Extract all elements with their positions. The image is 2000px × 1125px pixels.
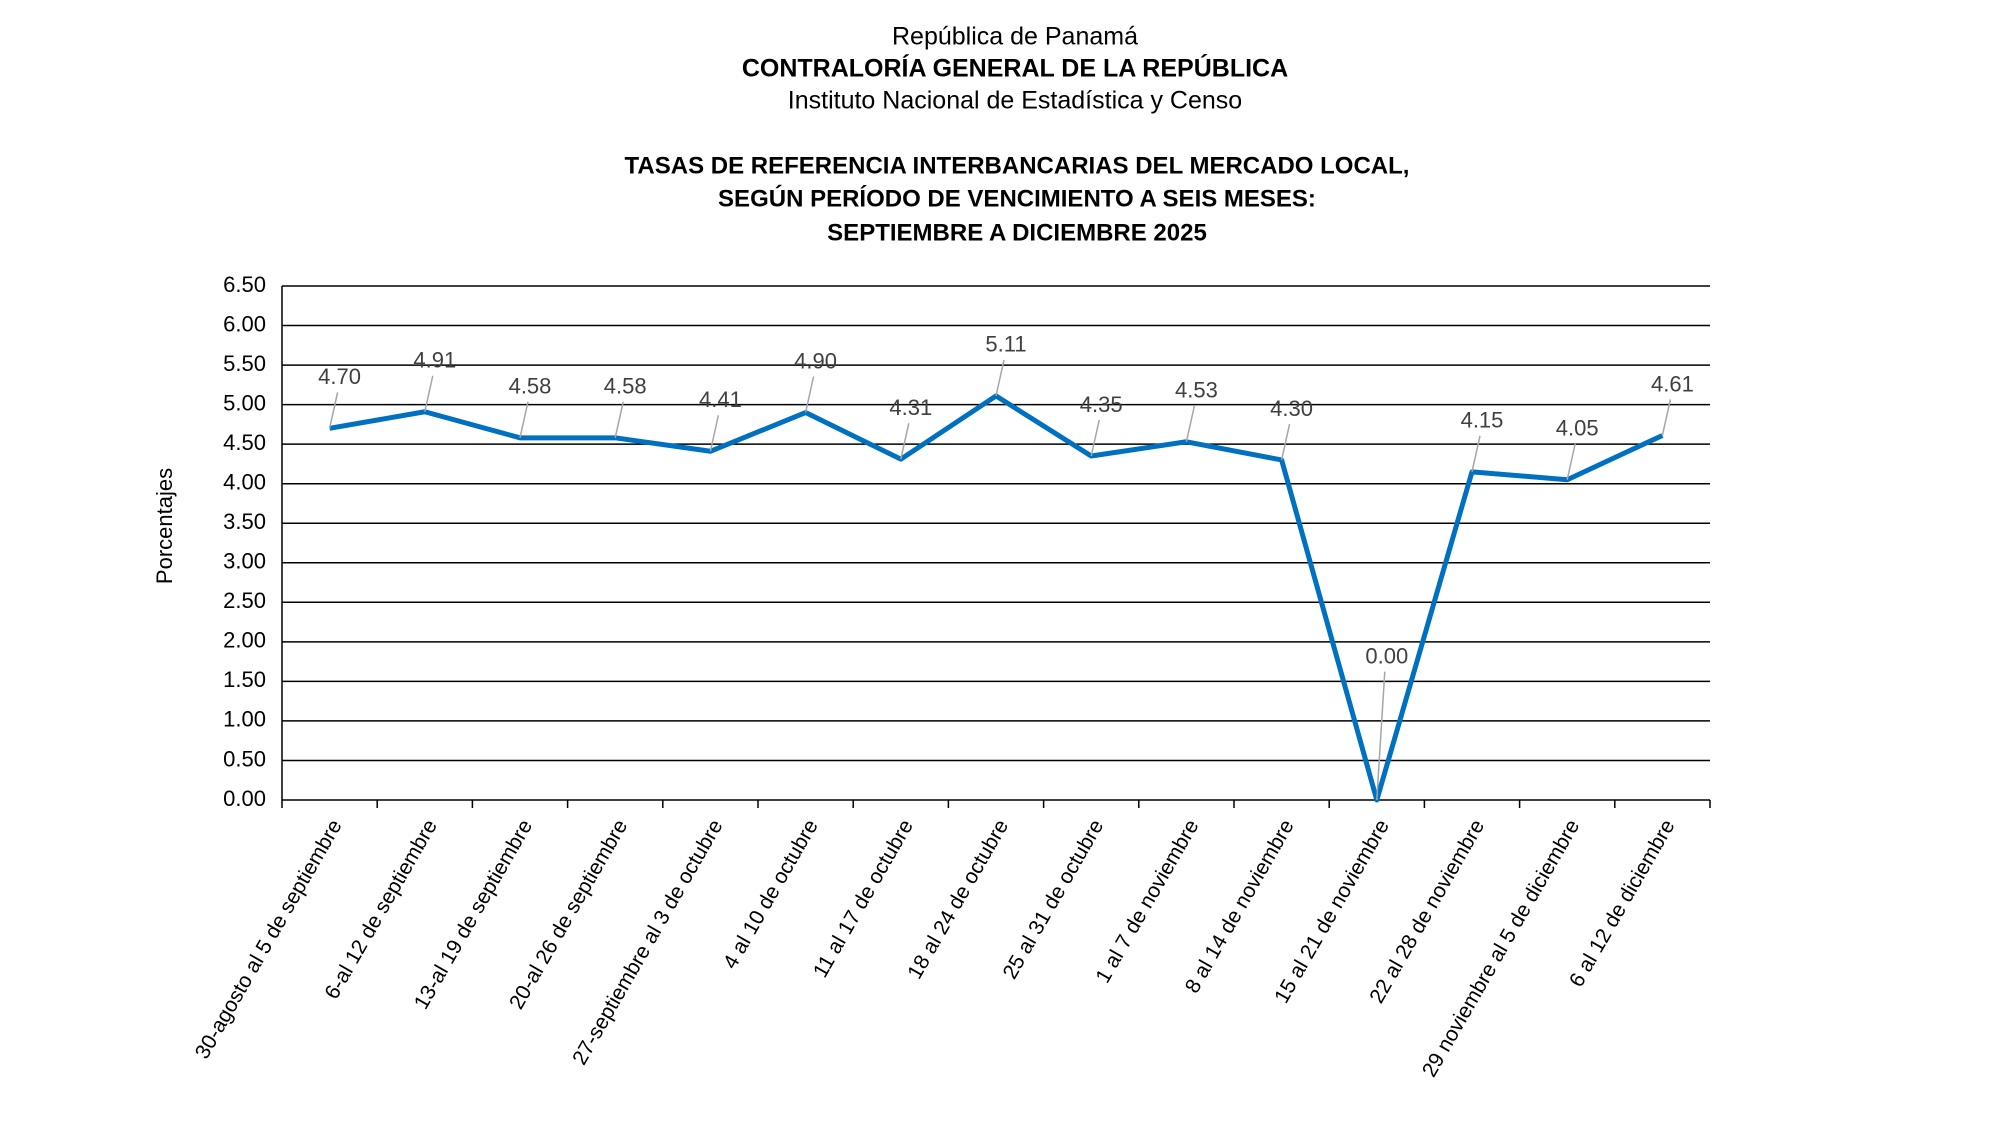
header-line: CONTRALORÍA GENERAL DE LA REPÚBLICA <box>742 53 1288 83</box>
y-tick-label: 2.50 <box>223 588 266 613</box>
x-tick-label: 18 al 24 de octubre <box>903 816 1013 983</box>
data-label: 4.35 <box>1080 392 1123 417</box>
leader-line <box>328 392 339 429</box>
leader-line <box>1471 435 1481 472</box>
x-tick-label: 11 al 17 de octubre <box>809 816 918 982</box>
x-tick-label: 25 al 31 de octubre <box>999 816 1109 983</box>
x-tick-label: 6 al 12 de diciembre <box>1565 816 1679 991</box>
y-tick-label: 2.00 <box>223 628 266 653</box>
data-label: 4.05 <box>1556 416 1599 441</box>
y-tick-label: 3.50 <box>223 509 266 534</box>
y-tick-label: 6.50 <box>223 272 266 297</box>
y-tick-label: 0.50 <box>223 746 266 771</box>
chart-title: SEPTIEMBRE A DICIEMBRE 2025 <box>827 219 1207 246</box>
leader-line <box>709 415 720 452</box>
data-label: 4.91 <box>413 348 456 373</box>
data-label: 5.11 <box>985 332 1026 357</box>
y-tick-label: 0.00 <box>223 786 266 811</box>
y-axis-label: Porcentajes <box>152 468 177 584</box>
data-label: 4.41 <box>699 387 742 412</box>
leader-line <box>424 375 434 412</box>
leader-line <box>519 401 529 438</box>
leader-line <box>614 401 624 438</box>
leader-line <box>995 359 1005 397</box>
leader-line <box>1376 671 1386 801</box>
x-tick-label: 30-agosto al 5 de septiembre <box>191 816 347 1063</box>
data-label: 4.58 <box>509 374 552 399</box>
y-tick-label: 5.50 <box>223 351 266 376</box>
chart-title: TASAS DE REFERENCIA INTERBANCARIAS DEL M… <box>625 152 1410 179</box>
x-tick-label: 8 al 14 de noviembre <box>1181 816 1299 997</box>
x-tick-label: 1 al 7 de noviembre <box>1091 816 1203 987</box>
y-tick-label: 1.50 <box>223 667 266 692</box>
data-label: 4.31 <box>889 395 932 420</box>
y-tick-label: 4.00 <box>223 470 266 495</box>
chart-title: SEGÚN PERÍODO DE VENCIMIENTO A SEIS MESE… <box>718 184 1316 212</box>
line <box>329 393 1664 803</box>
x-tick-label: 4 al 10 de octubre <box>719 816 823 973</box>
leader-line <box>1185 405 1196 442</box>
leader-line <box>804 376 815 413</box>
leader-line <box>1661 399 1672 436</box>
leader-line <box>1090 419 1100 457</box>
data-label: 4.58 <box>604 374 647 399</box>
header-line: Instituto Nacional de Estadística y Cens… <box>788 87 1242 115</box>
x-tick-label: 29 noviembre al 5 de diciembre <box>1418 816 1584 1081</box>
data-label: 4.70 <box>318 364 361 389</box>
data-label: 4.15 <box>1461 408 1504 433</box>
header-line: República de Panamá <box>892 23 1138 51</box>
leader-line <box>900 423 910 460</box>
data-label: 4.30 <box>1270 396 1313 421</box>
y-tick-label: 6.00 <box>223 311 266 336</box>
data-label: 4.53 <box>1175 378 1218 403</box>
y-tick-label: 4.50 <box>223 430 266 455</box>
data-label: 0.00 <box>1365 643 1408 668</box>
y-tick-label: 5.00 <box>223 390 266 415</box>
leader-line <box>1566 443 1576 480</box>
y-tick-label: 3.00 <box>223 549 266 574</box>
data-label: 4.61 <box>1651 371 1694 396</box>
leader-line <box>1280 423 1291 461</box>
data-label: 4.90 <box>794 348 837 373</box>
x-tick-label: 6-al 12 de septiembre <box>320 816 441 1003</box>
y-tick-label: 1.00 <box>223 707 266 732</box>
